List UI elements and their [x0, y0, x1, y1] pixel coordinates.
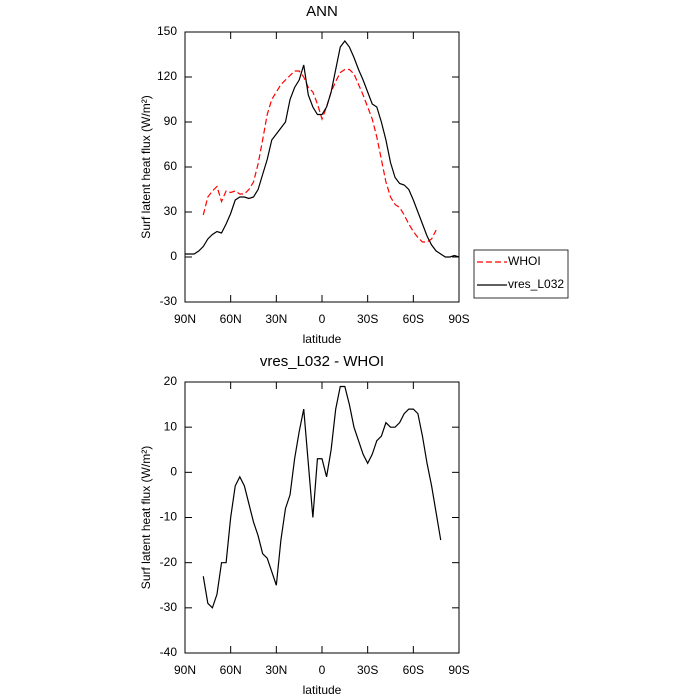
x-tick-label: 60S: [403, 663, 424, 677]
legend-label: vres_L032: [508, 277, 564, 291]
plot-frame: [184, 381, 460, 654]
y-axis-label: Surf latent heat flux (W/m²): [139, 446, 153, 589]
y-tick-label: -20: [160, 555, 178, 569]
y-tick-label: 0: [170, 465, 177, 479]
chart-title: ANN: [306, 3, 338, 20]
y-tick-label: 10: [164, 419, 178, 433]
x-tick-label: 30S: [357, 312, 378, 326]
y-axis-label: Surf latent heat flux (W/m²): [139, 95, 153, 238]
x-tick-label: 30N: [265, 312, 287, 326]
x-tick-label: 60N: [220, 663, 242, 677]
x-tick-label: 30S: [357, 663, 378, 677]
x-tick-label: 90S: [448, 663, 469, 677]
data-line: [185, 40, 460, 258]
legend-label: WHOI: [508, 254, 541, 268]
y-tick-label: -30: [160, 600, 178, 614]
data-line: [202, 385, 442, 609]
y-tick-label: 60: [164, 159, 178, 173]
x-tick-label: 60N: [220, 312, 242, 326]
y-tick-label: -30: [160, 294, 178, 308]
y-tick-label: -10: [160, 510, 178, 524]
x-tick-label: 60S: [403, 312, 424, 326]
data-line: [202, 68, 437, 243]
y-tick-label: 20: [164, 374, 178, 388]
x-tick-label: 0: [319, 312, 326, 326]
x-tick-label: 90N: [174, 312, 196, 326]
chart-title: vres_L032 - WHOI: [260, 353, 384, 370]
y-tick-label: 90: [164, 114, 178, 128]
plot-frame: [184, 31, 460, 303]
x-axis-label: latitude: [303, 683, 342, 697]
x-tick-label: 90N: [174, 663, 196, 677]
x-axis-label: latitude: [303, 332, 342, 346]
y-tick-label: -40: [160, 645, 178, 659]
y-tick-label: 120: [157, 69, 177, 83]
y-tick-label: 0: [170, 249, 177, 263]
x-tick-label: 30N: [265, 663, 287, 677]
x-tick-label: 90S: [448, 312, 469, 326]
legend-box: [473, 249, 569, 299]
y-tick-label: 150: [157, 24, 177, 38]
x-tick-label: 0: [319, 663, 326, 677]
y-tick-label: 30: [164, 204, 178, 218]
